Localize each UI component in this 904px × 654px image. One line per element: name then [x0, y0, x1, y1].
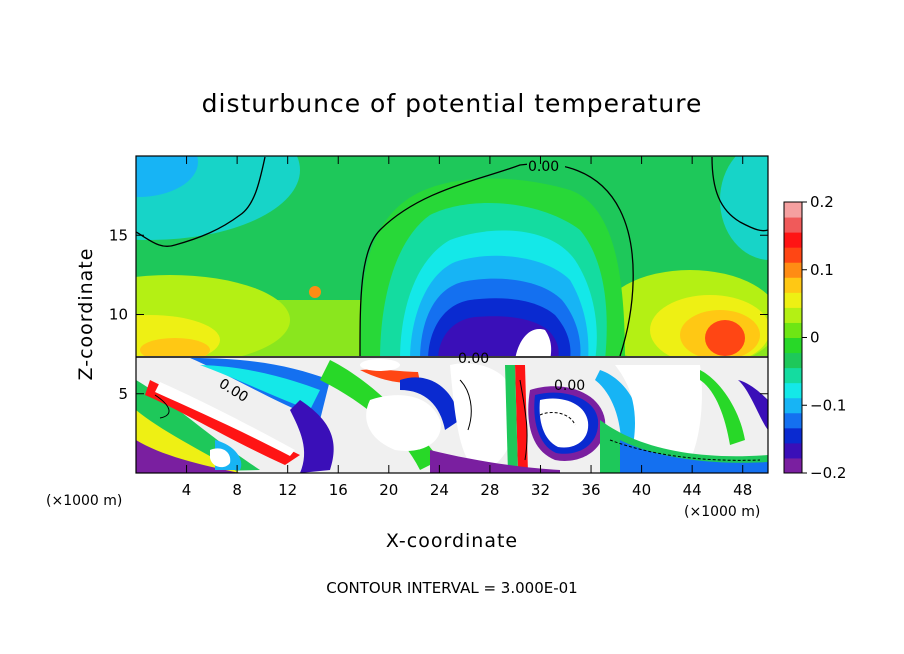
- colorbar-swatch: [784, 322, 802, 338]
- x-tick-label: 32: [531, 481, 550, 499]
- turb-purple-4: [430, 450, 560, 473]
- turb-white-blob-2: [539, 398, 589, 448]
- colorbar-tick-label: 0.2: [810, 193, 834, 211]
- x-axis-label: X-coordinate: [386, 530, 518, 552]
- x-tick-label: 8: [232, 481, 242, 499]
- plume-warm-spot: [515, 329, 552, 360]
- turb-white-3: [615, 365, 702, 460]
- y-tick-label: 15: [109, 226, 128, 244]
- turbulent-layer: [136, 356, 768, 473]
- x-axis-ticks: 4 8 12 16 20 24 28 32 36 40 44 48: [182, 156, 752, 499]
- zero-contour-left: [136, 156, 266, 247]
- turb-white-blob-1: [360, 359, 400, 371]
- x-tick-label: 12: [278, 481, 297, 499]
- colorbar-swatch: [784, 412, 802, 429]
- chart-title: disturbunce of potential temperature: [202, 89, 703, 118]
- colorbar-swatch: [784, 382, 802, 399]
- warm-region-right-hot: [705, 320, 745, 356]
- contour-label-bg-0: [527, 158, 565, 174]
- colorbar-swatch: [784, 352, 802, 369]
- turb-purple-3: [136, 440, 240, 473]
- turb-white-4: [210, 448, 231, 468]
- y-axis-ticks: 5 10 15: [109, 226, 768, 403]
- contour-label-2: 0.00: [554, 378, 585, 394]
- x-unit-label-right: (×1000 m): [684, 504, 760, 520]
- turb-dashed-contour-2: [609, 439, 761, 461]
- x-tick-label: 28: [480, 481, 499, 499]
- turb-purple-2: [738, 380, 768, 430]
- contour-label-1: 0.00: [458, 351, 489, 367]
- turb-white-2: [366, 395, 441, 451]
- colorbar-swatch: [784, 292, 802, 308]
- turb-blue-3: [620, 440, 768, 473]
- colorbar-tick-label: −0.2: [810, 464, 846, 482]
- colorbar: [783, 201, 803, 474]
- turb-contour-2: [459, 379, 472, 431]
- turb-white-1: [155, 382, 295, 456]
- turb-contour-3: [519, 379, 528, 461]
- colorbar-tick-label: 0: [810, 329, 820, 347]
- cool-region-top-left-core: [136, 156, 198, 197]
- x-tick-label: 36: [581, 481, 600, 499]
- colorbar-swatch: [784, 247, 802, 263]
- warm-spot-small: [309, 286, 321, 298]
- x-tick-label: 4: [182, 481, 192, 499]
- turb-blue-2: [400, 377, 460, 430]
- contour-interval: CONTOUR INTERVAL = 3.000E-01: [326, 579, 577, 597]
- turb-contour-1: [154, 394, 170, 419]
- turb-purple-1: [290, 400, 334, 473]
- y-axis-label: Z-coordinate: [75, 248, 97, 381]
- x-tick-label: 24: [430, 481, 449, 499]
- contour-label-0: 0.00: [528, 159, 559, 175]
- x-tick-label: 40: [632, 481, 651, 499]
- cool-region-top-right: [720, 156, 768, 260]
- turb-green-column: [505, 365, 518, 473]
- colorbar-swatch: [784, 262, 802, 278]
- colorbar-swatch: [784, 457, 802, 474]
- x-tick-label: 20: [379, 481, 398, 499]
- colorbar-swatch: [784, 277, 802, 293]
- x-tick-label: 44: [683, 481, 702, 499]
- colorbar-tick-label: 0.1: [810, 261, 834, 279]
- heatmap-field: [136, 156, 768, 473]
- colorbar-swatch: [784, 367, 802, 384]
- y-tick-label: 10: [109, 306, 128, 324]
- x-unit-label-left: (×1000 m): [46, 493, 122, 509]
- turb-green-4: [700, 370, 745, 445]
- zero-contour-right: [711, 156, 768, 232]
- colorbar-swatch: [784, 232, 802, 248]
- colorbar-tick-label: −0.1: [810, 396, 846, 414]
- x-tick-label: 48: [733, 481, 752, 499]
- colorbar-swatch: [784, 442, 802, 459]
- x-tick-label: 16: [329, 481, 348, 499]
- colorbar-swatch: [784, 217, 802, 233]
- colorbar-swatch: [784, 397, 802, 414]
- colorbar-swatch: [784, 337, 802, 354]
- y-tick-label: 5: [118, 385, 128, 403]
- turb-cyan-1: [200, 365, 320, 410]
- colorbar-ticks: −0.2 −0.1 0 0.1 0.2: [802, 193, 846, 482]
- turb-dashed-contour-1: [539, 412, 576, 426]
- turb-red-column: [515, 365, 528, 473]
- colorbar-swatch: [784, 307, 802, 323]
- zero-contour-upper: [359, 163, 634, 357]
- colorbar-swatch: [784, 427, 802, 444]
- colorbar-swatch: [784, 202, 802, 218]
